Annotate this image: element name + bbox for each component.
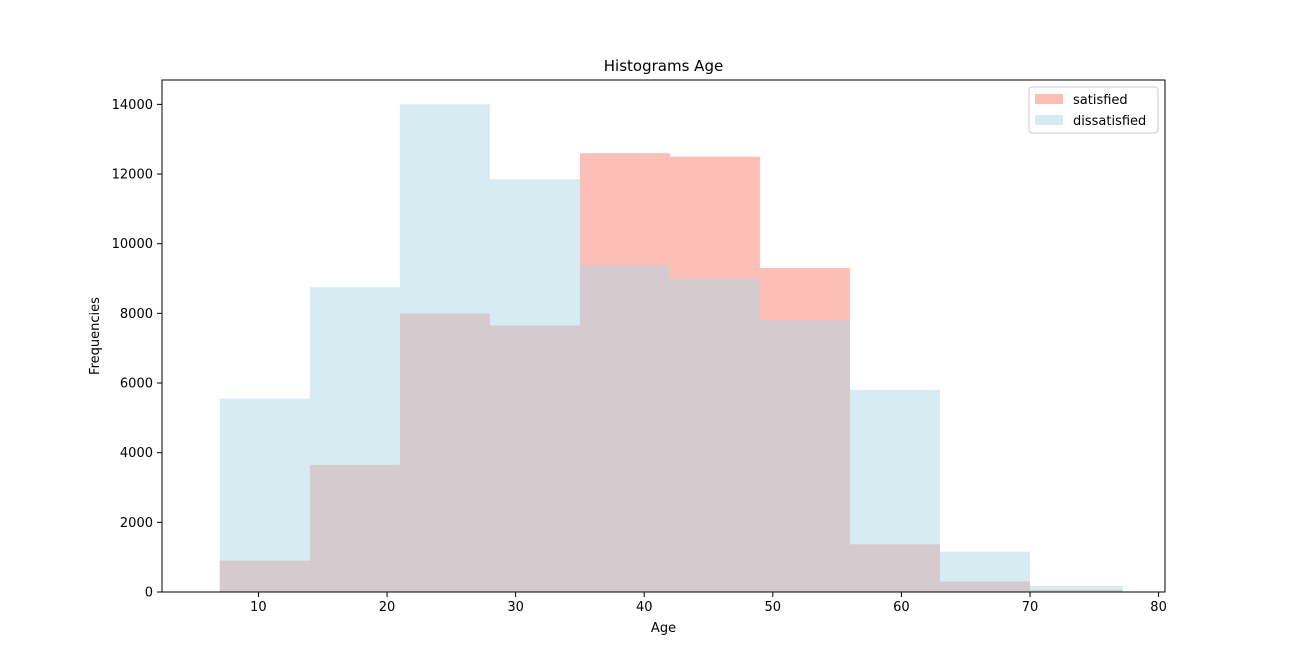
bar-dissatisfied-6 bbox=[759, 320, 850, 592]
ticks-layer: 10 20 30 40 50 60 70 80 0 2000 4000 6000 8000 10000 12… bbox=[112, 98, 1167, 615]
legend-swatch-satisfied bbox=[1035, 94, 1063, 104]
bar-dissatisfied-2 bbox=[399, 104, 490, 592]
bar-dissatisfied-4 bbox=[579, 265, 670, 592]
x-axis-label: Age bbox=[651, 621, 676, 636]
y-tick-label: 6000 bbox=[120, 377, 153, 392]
x-tick-label: 20 bbox=[379, 600, 396, 615]
bars-layer bbox=[219, 104, 1123, 592]
x-tick-label: 70 bbox=[1022, 600, 1039, 615]
x-tick-label: 60 bbox=[893, 600, 910, 615]
y-tick-label: 12000 bbox=[112, 168, 153, 183]
y-tick-label: 4000 bbox=[120, 446, 153, 461]
bar-dissatisfied-7 bbox=[849, 389, 940, 592]
y-axis-label: Frequencies bbox=[88, 297, 103, 375]
x-tick-label: 40 bbox=[636, 600, 653, 615]
bar-dissatisfied-9 bbox=[1029, 586, 1123, 592]
bar-dissatisfied-3 bbox=[489, 179, 580, 592]
y-tick-label: 8000 bbox=[120, 307, 153, 322]
x-tick-label: 80 bbox=[1150, 600, 1167, 615]
axes-layer bbox=[161, 79, 1166, 593]
y-tick-label: 2000 bbox=[120, 516, 153, 531]
x-tick-label: 30 bbox=[507, 600, 524, 615]
legend: satisfied dissatisfied bbox=[1028, 86, 1159, 134]
y-tick-label: 0 bbox=[145, 586, 153, 601]
legend-swatch-dissatisfied bbox=[1035, 115, 1063, 125]
y-tick-label: 14000 bbox=[112, 98, 153, 113]
plot-frame bbox=[161, 79, 1166, 593]
legend-label-satisfied: satisfied bbox=[1073, 93, 1128, 108]
bar-dissatisfied-0 bbox=[219, 398, 310, 592]
y-tick-label: 10000 bbox=[112, 237, 153, 252]
chart-title: Histograms Age bbox=[604, 57, 723, 75]
legend-label-dissatisfied: dissatisfied bbox=[1073, 114, 1146, 129]
x-tick-label: 50 bbox=[765, 600, 782, 615]
bar-dissatisfied-5 bbox=[669, 278, 760, 592]
bar-dissatisfied-8 bbox=[939, 551, 1030, 592]
x-tick-label: 10 bbox=[250, 600, 267, 615]
bar-dissatisfied-1 bbox=[309, 287, 400, 592]
